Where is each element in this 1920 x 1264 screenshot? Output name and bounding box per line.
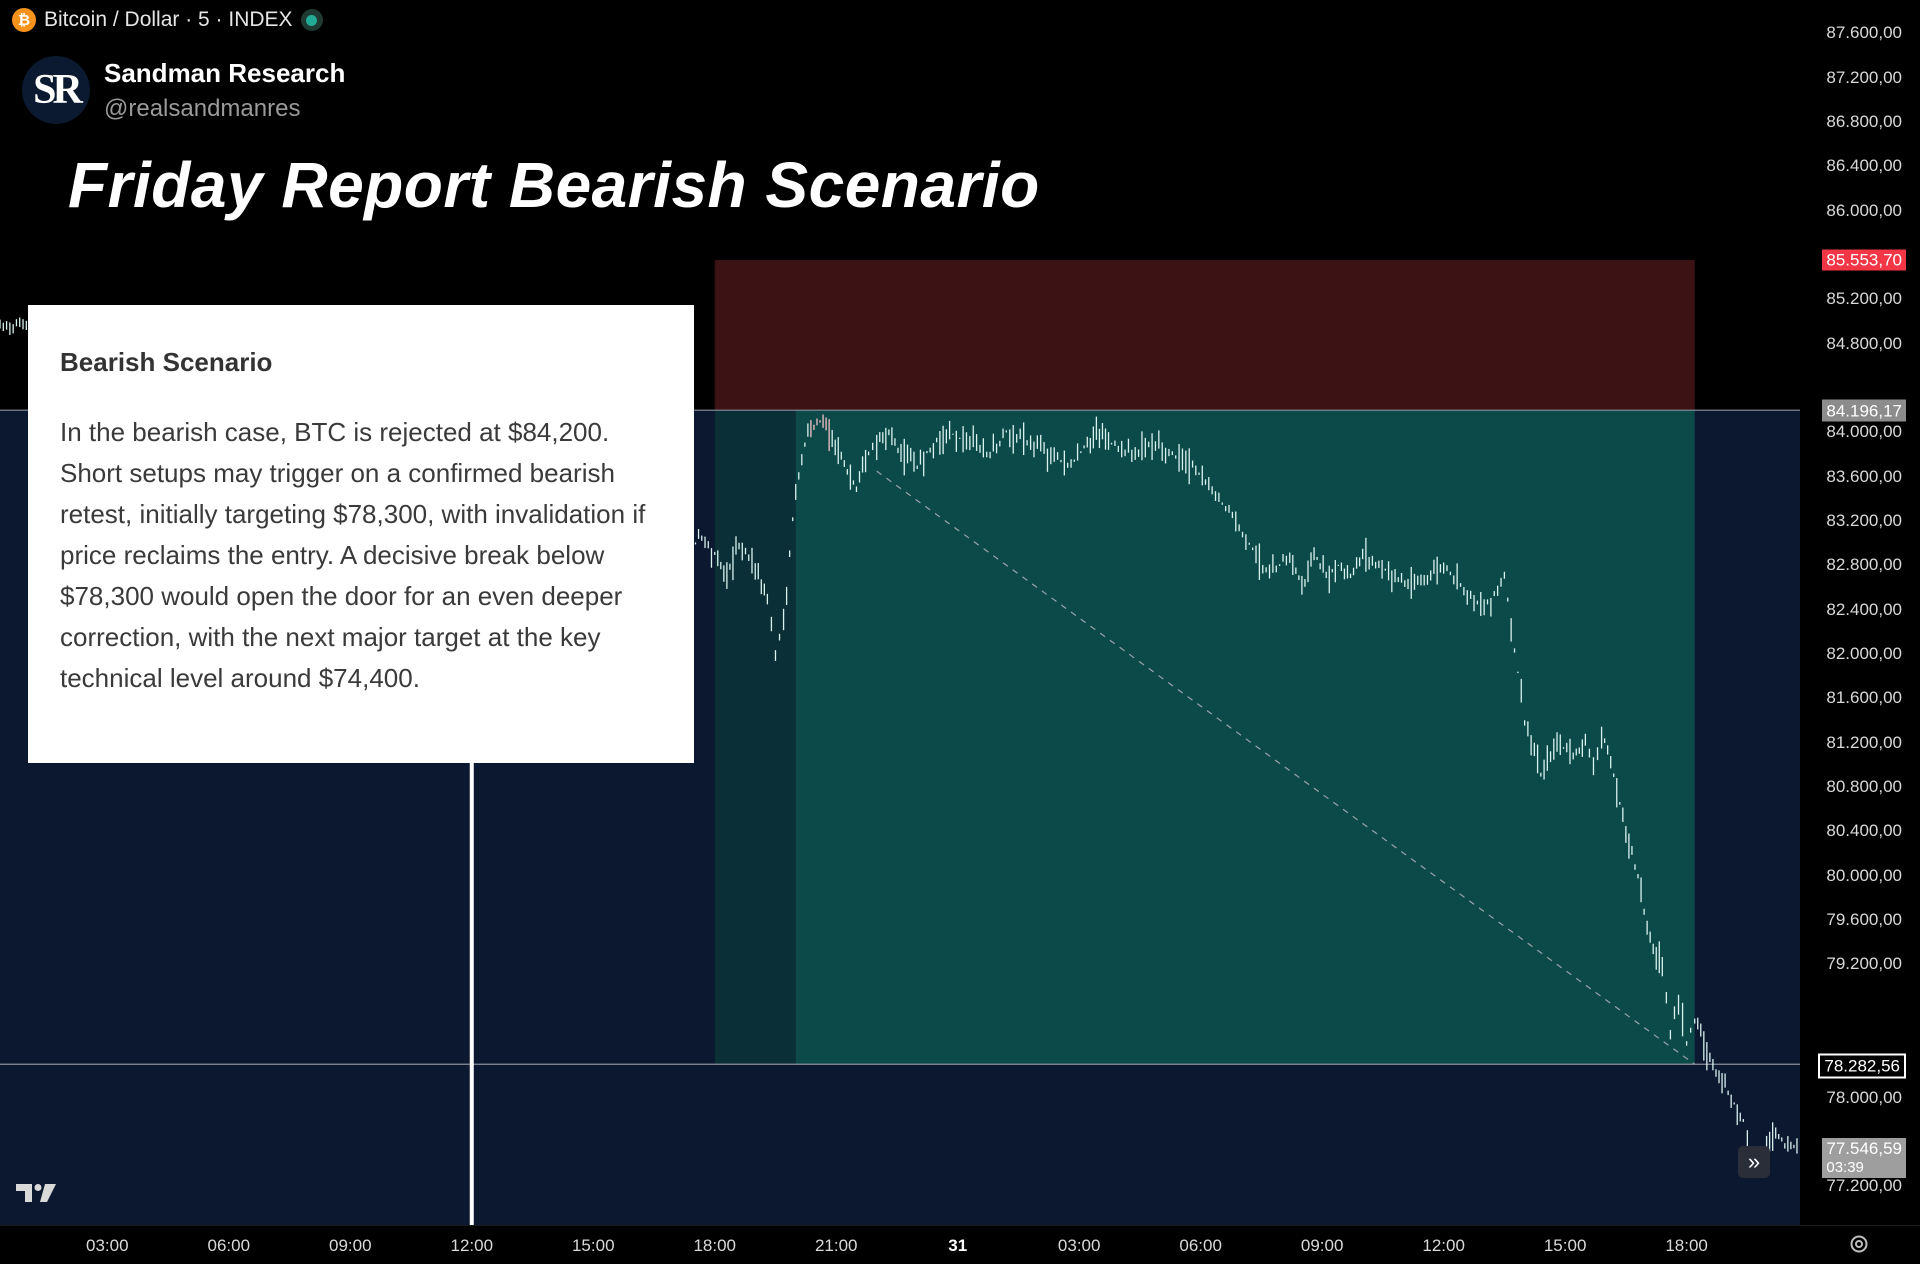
y-tick-label: 86.400,00 — [1826, 156, 1902, 176]
y-tick-label: 83.600,00 — [1826, 466, 1902, 486]
price-label-value: 77.546,59 — [1826, 1138, 1902, 1158]
y-tick-label: 78.000,00 — [1826, 1087, 1902, 1107]
y-tick-label: 77.200,00 — [1826, 1176, 1902, 1196]
target-profit-zone — [795, 410, 1695, 1065]
x-tick-label: 21:00 — [814, 1236, 858, 1255]
target-zone-pre-entry — [714, 410, 796, 1065]
y-tick-label: 86.000,00 — [1826, 200, 1902, 220]
y-tick-label: 87.200,00 — [1826, 67, 1902, 87]
market-status-dot — [300, 9, 323, 31]
brand-block: SR Sandman Research @realsandmanres — [22, 56, 345, 124]
projection-dashed-line — [876, 470, 1696, 1065]
y-tick-label: 79.200,00 — [1826, 954, 1902, 974]
brand-name: Sandman Research — [104, 57, 346, 88]
brand-logo: SR — [22, 56, 90, 124]
x-tick-label: 18:00 — [693, 1236, 737, 1255]
y-tick-label: 84.800,00 — [1826, 333, 1902, 353]
scroll-to-realtime-button[interactable]: » — [1738, 1146, 1770, 1178]
y-tick-label: 80.800,00 — [1826, 777, 1902, 797]
x-tick-label: 03:00 — [1057, 1236, 1101, 1255]
y-tick-label: 87.600,00 — [1826, 23, 1902, 43]
report-title: Friday Report Bearish Scenario — [68, 149, 1040, 221]
x-tick-label: 06:00 — [207, 1236, 251, 1255]
y-tick-label: 86.800,00 — [1826, 111, 1902, 131]
x-tick-label: 09:00 — [328, 1236, 372, 1255]
x-tick-label: 12:00 — [1422, 1236, 1465, 1255]
y-tick-label: 81.600,00 — [1826, 688, 1902, 708]
y-tick-label: 82.400,00 — [1826, 599, 1902, 619]
scenario-note: Bearish Scenario In the bearish case, BT… — [28, 305, 694, 763]
stop-loss-zone — [714, 260, 1695, 411]
price-label-gray: 84.196,17 — [1822, 400, 1906, 422]
price-axis[interactable]: 87.600,00 87.200,00 86.800,00 86.400,00 86.0… — [1800, 0, 1920, 1225]
y-tick-label: 80.400,00 — [1826, 821, 1902, 841]
symbol-header[interactable]: ₿ Bitcoin / Dollar · 5 · INDEX — [12, 8, 323, 32]
brand-handle: @realsandmanres — [104, 94, 301, 122]
price-label-last: 77.546,59 03:39 — [1822, 1137, 1906, 1178]
bitcoin-icon: ₿ — [12, 8, 36, 32]
y-tick-label: 81.200,00 — [1826, 732, 1902, 752]
y-tick-label: 85.200,00 — [1826, 289, 1902, 309]
bar-countdown: 03:39 — [1826, 1158, 1864, 1176]
price-label-stop: 85.553,70 — [1822, 249, 1906, 271]
tradingview-logo-icon[interactable] — [16, 1180, 60, 1209]
price-label-value: 84.196,17 — [1826, 401, 1902, 421]
price-label-value: 85.553,70 — [1826, 250, 1902, 270]
time-axis[interactable]: 03:00 06:00 09:00 12:00 15:00 18:00 21:00 31 03:… — [0, 1225, 1920, 1264]
settings-gear-icon[interactable] — [1848, 1233, 1870, 1260]
price-label-outline: 78.282,56 — [1818, 1053, 1906, 1079]
x-tick-label: 12:00 — [450, 1236, 494, 1255]
x-tick-label: 03:00 — [86, 1236, 129, 1255]
price-label-value: 78.282,56 — [1824, 1056, 1900, 1076]
y-tick-label: 80.000,00 — [1826, 865, 1902, 885]
scenario-body: In the bearish case, BTC is rejected at … — [60, 417, 646, 693]
x-tick-label: 15:00 — [1543, 1236, 1587, 1255]
x-tick-label: 15:00 — [571, 1236, 615, 1255]
x-tick-label: 31 — [948, 1236, 968, 1255]
y-tick-label: 84.000,00 — [1826, 422, 1902, 442]
chart-plot-area[interactable] — [0, 0, 1800, 1225]
y-tick-label: 82.800,00 — [1826, 555, 1902, 575]
y-tick-label: 82.000,00 — [1826, 644, 1902, 664]
x-tick-label: 06:00 — [1179, 1236, 1222, 1255]
y-tick-label: 83.200,00 — [1826, 511, 1902, 531]
x-tick-label: 09:00 — [1300, 1236, 1344, 1255]
x-tick-label: 18:00 — [1665, 1236, 1708, 1255]
y-tick-label: 79.600,00 — [1826, 910, 1902, 930]
symbol-label: Bitcoin / Dollar · 5 · INDEX — [44, 8, 293, 31]
scenario-heading: Bearish Scenario — [60, 347, 273, 377]
